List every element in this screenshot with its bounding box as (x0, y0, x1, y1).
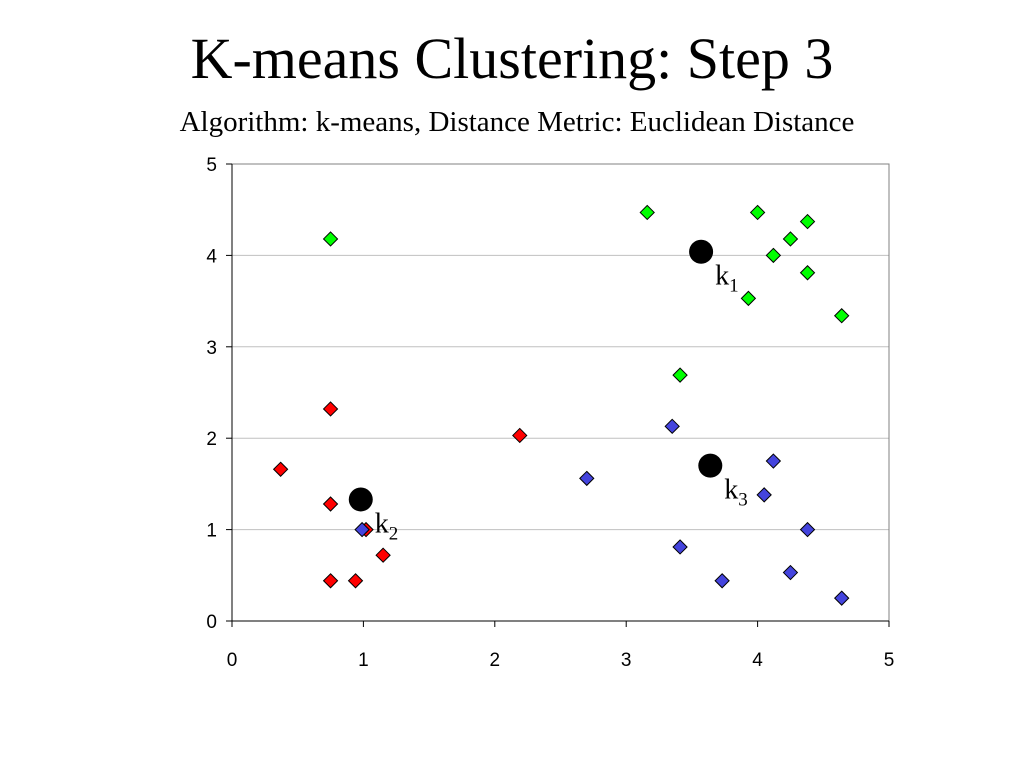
data-point (799, 521, 816, 538)
gridlines (232, 163, 889, 531)
centroid-marker-k2 (348, 487, 373, 512)
centroids: k1 k2 k3 (348, 239, 748, 544)
centroid-label-k2: k2 (375, 508, 399, 544)
x-tick-label: 3 (621, 650, 632, 671)
y-tick-labels: 0 1 2 3 4 5 (206, 155, 217, 633)
data-points (272, 204, 850, 606)
data-point (799, 265, 816, 281)
data-point (765, 247, 782, 264)
data-point (512, 427, 528, 444)
y-tick-label: 3 (206, 338, 217, 359)
x-tick-label: 0 (227, 650, 238, 671)
data-point (833, 590, 850, 606)
centroid-marker-k3 (698, 453, 723, 478)
x-tick-label: 4 (752, 650, 763, 671)
data-point (322, 496, 339, 512)
slide-title: K-means Clustering: Step 3 (190, 26, 834, 91)
data-point (756, 487, 772, 503)
data-point (322, 231, 339, 247)
data-point (799, 213, 816, 230)
data-point (579, 470, 595, 487)
centroid-label-k1: k1 (715, 261, 739, 297)
centroid-marker-k1 (689, 239, 714, 264)
data-point (740, 290, 757, 307)
data-point (272, 461, 289, 477)
data-point (749, 204, 766, 221)
y-tick-label: 0 (206, 612, 217, 633)
data-point (714, 573, 730, 589)
data-point (765, 453, 782, 469)
x-tick-labels: 0 1 2 3 4 5 (227, 650, 895, 671)
data-point (322, 573, 339, 589)
data-point (782, 231, 799, 247)
data-point (322, 401, 339, 417)
data-point (672, 367, 688, 383)
y-tick-label: 5 (206, 155, 217, 176)
data-point (833, 308, 850, 324)
data-point (375, 547, 391, 563)
y-tick-label: 2 (206, 429, 217, 450)
data-point (672, 539, 688, 555)
data-point (639, 204, 655, 221)
axes (226, 163, 890, 627)
y-tick-label: 1 (206, 521, 217, 542)
x-tick-label: 1 (358, 650, 369, 671)
slide-subtitle: Algorithm: k-means, Distance Metric: Euc… (179, 106, 855, 138)
data-point (354, 521, 370, 538)
x-tick-label: 5 (884, 650, 895, 671)
y-tick-label: 4 (206, 246, 217, 267)
data-point (347, 573, 364, 589)
data-point (782, 564, 799, 581)
data-point (664, 418, 680, 435)
centroid-label-k3: k3 (724, 475, 748, 511)
x-tick-label: 2 (490, 650, 501, 671)
